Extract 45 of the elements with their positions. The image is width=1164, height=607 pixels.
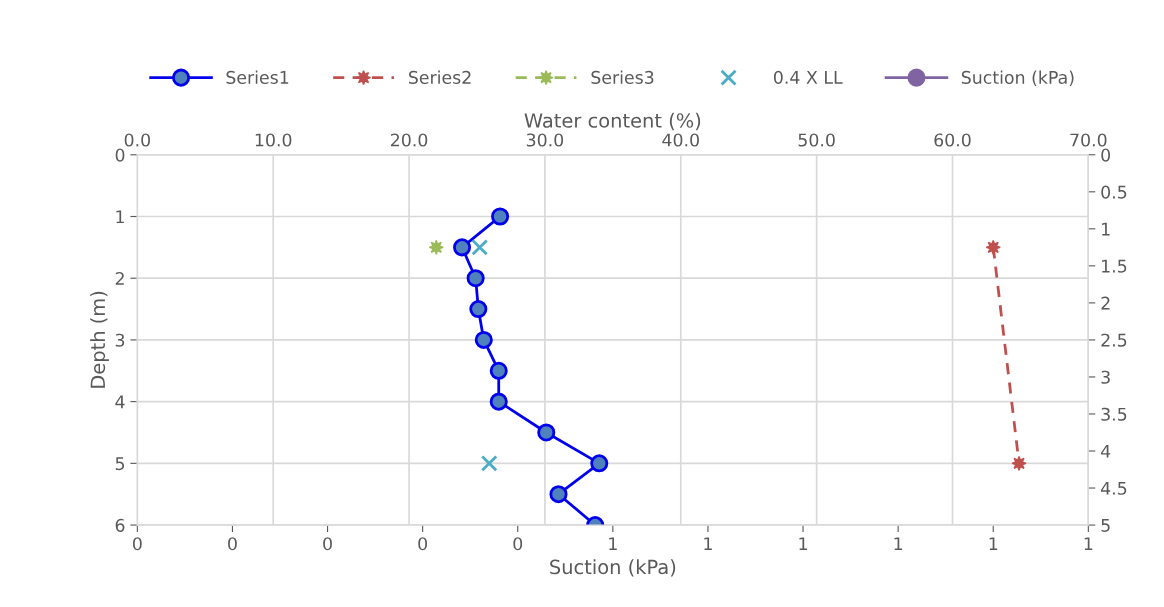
x2-tick-label: 10.0 xyxy=(255,133,292,147)
x-tick-label: 1 xyxy=(894,537,903,551)
y2-tick-label: 4.5 xyxy=(1100,481,1127,495)
x2-axis-title: Water content (%) xyxy=(524,112,701,131)
legend-label: Series3 xyxy=(591,70,654,84)
y2-tick-label: 0 xyxy=(1101,148,1111,162)
y2-tick-label: 2 xyxy=(1101,296,1110,310)
x-tick-label: 1 xyxy=(609,537,617,551)
legend-label: Suction (kPa) xyxy=(961,70,1074,86)
x-tick-label: 1 xyxy=(799,537,807,551)
x2-tick-label: 50.0 xyxy=(798,133,835,147)
x-tick-label: 1 xyxy=(989,537,998,551)
x2-tick-label: 20.0 xyxy=(391,133,428,147)
y2-tick-label: 2.5 xyxy=(1101,333,1127,347)
x-tick-label: 0 xyxy=(513,537,523,551)
y2-tick-label: 3 xyxy=(1101,370,1110,384)
x2-tick-label: 40.0 xyxy=(662,133,699,147)
x2-tick-label: 0.0 xyxy=(124,133,150,147)
x-axis-title: Suction (kPa) xyxy=(550,559,676,577)
y-tick-label: 4 xyxy=(115,395,125,409)
x2-tick-label: 30.0 xyxy=(526,133,564,147)
y-tick-label: 2 xyxy=(115,271,124,285)
x-tick-label: 0 xyxy=(228,537,237,551)
y-tick-label: 5 xyxy=(115,457,125,471)
y-tick-label: 1 xyxy=(116,210,124,224)
legend-label: Series2 xyxy=(408,70,471,84)
x-tick-label: 0 xyxy=(418,537,428,551)
x2-tick-label: 60.0 xyxy=(934,133,971,147)
y-tick-label: 3 xyxy=(115,333,125,347)
x-tick-label: 0 xyxy=(323,537,332,551)
y-axis-title: Depth (m) xyxy=(90,291,109,388)
x-tick-label: 1 xyxy=(704,537,712,551)
y2-tick-label: 1.5 xyxy=(1102,259,1127,273)
y2-tick-label: 3.5 xyxy=(1101,407,1127,421)
y2-tick-label: 4 xyxy=(1100,444,1111,458)
y2-tick-label: 0.5 xyxy=(1101,185,1127,199)
x-tick-label: 0 xyxy=(132,537,142,551)
y-tick-label: 0 xyxy=(115,148,125,162)
y2-tick-label: 5 xyxy=(1101,518,1110,532)
y2-tick-label: 1 xyxy=(1102,222,1110,236)
legend-label: 0.4 X LL xyxy=(773,70,843,84)
x-tick-label: 1 xyxy=(1084,537,1093,551)
legend-label: Series1 xyxy=(226,70,289,84)
y-tick-label: 6 xyxy=(115,518,125,532)
x2-tick-label: 70.0 xyxy=(1070,133,1107,147)
